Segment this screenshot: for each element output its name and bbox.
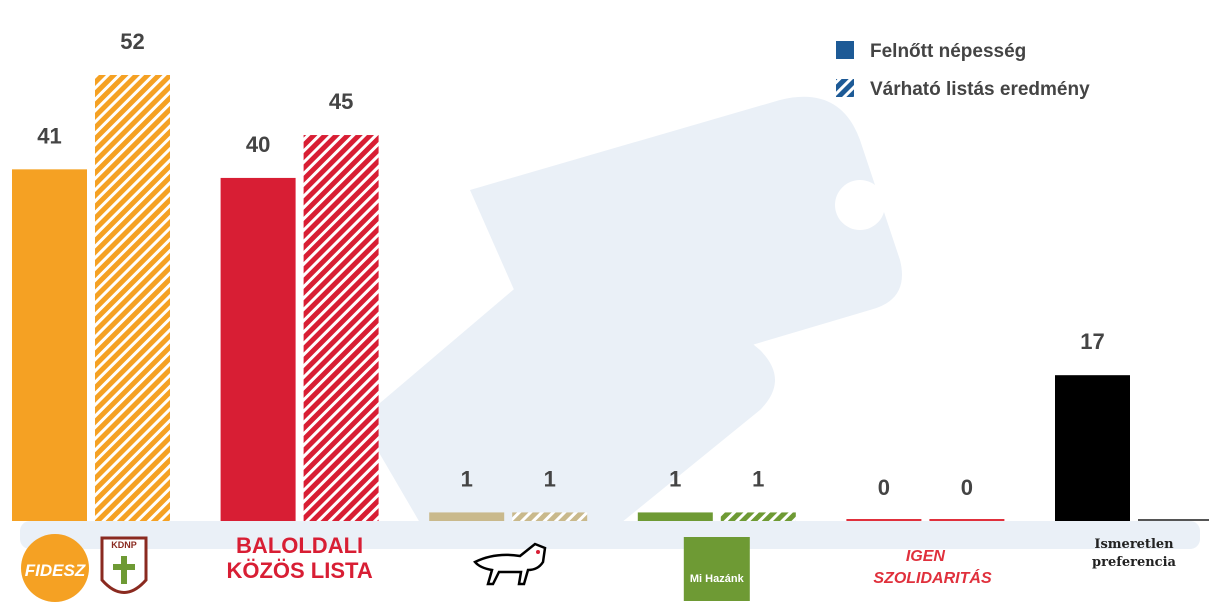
bar bbox=[220, 177, 296, 521]
category-label: Ismeretlen preferencia bbox=[1092, 537, 1176, 570]
cat-eye bbox=[536, 550, 540, 554]
legend-label: Várható listás eredmény bbox=[870, 79, 1090, 100]
bar bbox=[720, 512, 796, 521]
bar bbox=[512, 512, 588, 521]
bar bbox=[303, 135, 379, 522]
watermark-band bbox=[20, 521, 1200, 549]
value-label: 0 bbox=[961, 475, 973, 500]
watermark-hole bbox=[835, 180, 885, 230]
annotation: KDNP bbox=[111, 540, 137, 550]
mihazank-logo bbox=[683, 537, 750, 601]
value-label: 0 bbox=[878, 475, 890, 500]
bar bbox=[929, 519, 1005, 521]
value-label: 1 bbox=[544, 466, 556, 491]
value-label: 45 bbox=[329, 89, 353, 114]
bar bbox=[429, 512, 505, 521]
bar bbox=[95, 75, 170, 521]
legend-swatch bbox=[836, 79, 854, 97]
value-label: 52 bbox=[120, 29, 144, 54]
category-label: IGEN SZOLIDARITÁS bbox=[873, 548, 992, 587]
watermark bbox=[20, 96, 1200, 549]
value-label: 41 bbox=[37, 123, 61, 148]
value-label: 1 bbox=[461, 466, 473, 491]
legend-swatch bbox=[836, 41, 854, 59]
value-label: 40 bbox=[246, 132, 270, 157]
bar bbox=[1138, 519, 1209, 521]
bar bbox=[12, 169, 87, 521]
bar bbox=[846, 519, 922, 521]
kdnp-cross bbox=[113, 556, 135, 584]
value-label: 1 bbox=[752, 466, 764, 491]
category-label: BALOLDALI KÖZÖS LISTA bbox=[226, 533, 373, 583]
cat-logo bbox=[473, 542, 547, 586]
fidesz-logo bbox=[21, 534, 89, 602]
bar bbox=[637, 512, 713, 521]
category-label: Mi Hazánk bbox=[690, 573, 745, 585]
value-label: 1 bbox=[669, 466, 681, 491]
category-label: FIDESZ bbox=[25, 561, 86, 580]
legend-label: Felnőtt népesség bbox=[870, 41, 1026, 62]
value-label: 17 bbox=[1080, 329, 1104, 354]
bar bbox=[1055, 375, 1130, 521]
watermark-shape bbox=[360, 235, 775, 540]
